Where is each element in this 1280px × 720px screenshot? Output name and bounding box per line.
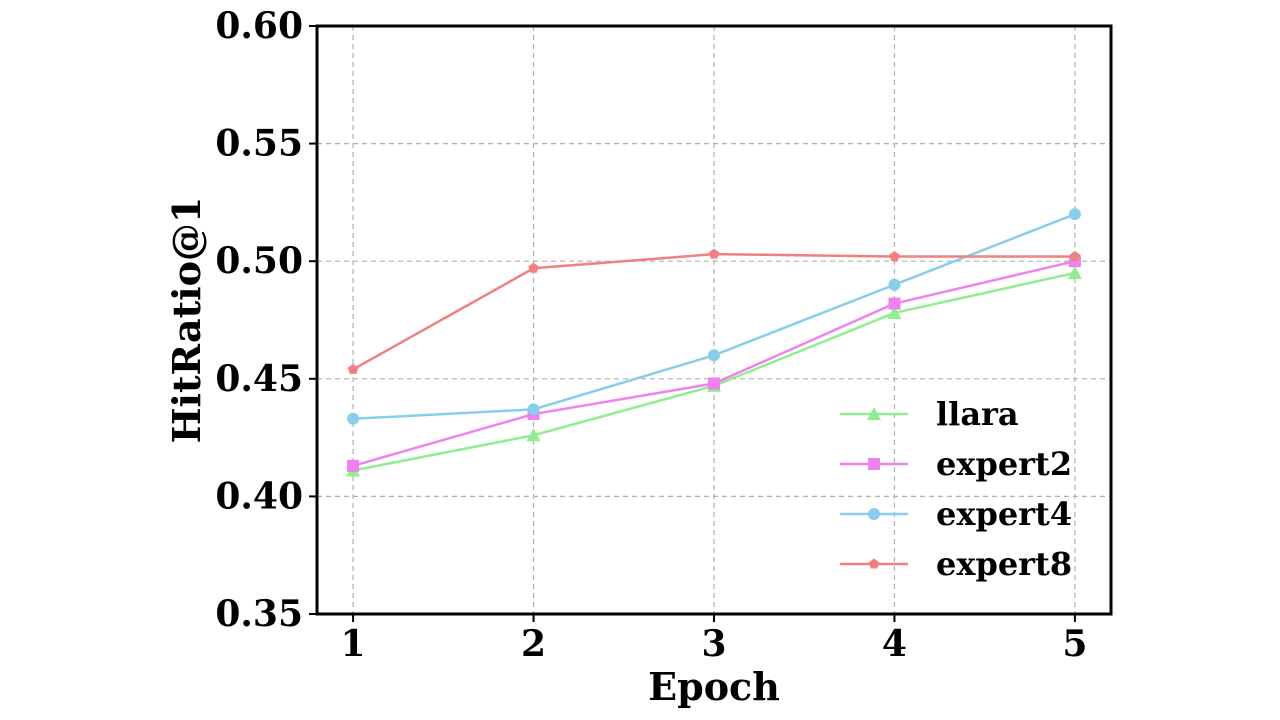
x-tick-label: 5 — [1062, 623, 1087, 665]
legend-marker — [868, 508, 880, 520]
data-point-expert2 — [888, 297, 901, 310]
data-point-expert4 — [527, 403, 540, 416]
data-point-llara — [887, 305, 902, 319]
data-point-expert4 — [708, 349, 720, 362]
legend-label: expert4 — [936, 495, 1072, 533]
series-layer — [346, 208, 1082, 477]
data-point-expert4 — [347, 412, 360, 425]
x-tick-label: 2 — [521, 623, 546, 665]
y-tick-label: 0.55 — [215, 123, 303, 165]
data-point-expert2 — [708, 377, 720, 390]
x-tick-label: 4 — [882, 623, 907, 665]
x-tick-label: 1 — [341, 623, 366, 665]
series-expert8 — [347, 248, 1081, 374]
legend-marker — [867, 407, 881, 420]
y-tick-label: 0.40 — [215, 475, 303, 517]
x-tick-label: 3 — [701, 623, 726, 665]
legend-label: llara — [936, 395, 1019, 433]
data-point-expert8 — [708, 248, 720, 259]
legend: llara expert2 expert4 expert8 — [840, 395, 1072, 583]
y-axis-title: HitRatio@1 — [164, 197, 209, 444]
legend-item-llara: llara — [840, 395, 1019, 433]
legend-label: expert8 — [936, 545, 1072, 583]
data-point-expert4 — [888, 278, 901, 291]
tick-labels: 1 2 3 4 5 0.35 0.40 0.45 0.50 0.55 0.60 — [215, 5, 1087, 665]
y-tick-label: 0.50 — [215, 240, 303, 282]
data-point-llara — [1067, 265, 1082, 279]
legend-label: expert2 — [936, 445, 1072, 483]
legend-item-expert4: expert4 — [840, 495, 1072, 533]
legend-item-expert2: expert2 — [840, 445, 1072, 483]
legend-marker — [868, 558, 880, 569]
y-tick-label: 0.60 — [215, 5, 303, 47]
y-tick-label: 0.45 — [215, 358, 303, 400]
data-point-expert4 — [1068, 208, 1081, 221]
series-expert4 — [347, 208, 1081, 425]
x-axis-title: Epoch — [648, 664, 780, 709]
data-point-expert8 — [889, 250, 900, 261]
data-point-expert8 — [528, 262, 539, 273]
data-point-expert2 — [347, 459, 360, 472]
legend-item-expert8: expert8 — [840, 545, 1072, 583]
legend-marker — [868, 458, 880, 470]
data-point-expert8 — [347, 363, 359, 374]
y-tick-label: 0.35 — [215, 593, 303, 635]
data-point-expert8 — [1069, 250, 1081, 261]
data-point-llara — [526, 428, 541, 442]
